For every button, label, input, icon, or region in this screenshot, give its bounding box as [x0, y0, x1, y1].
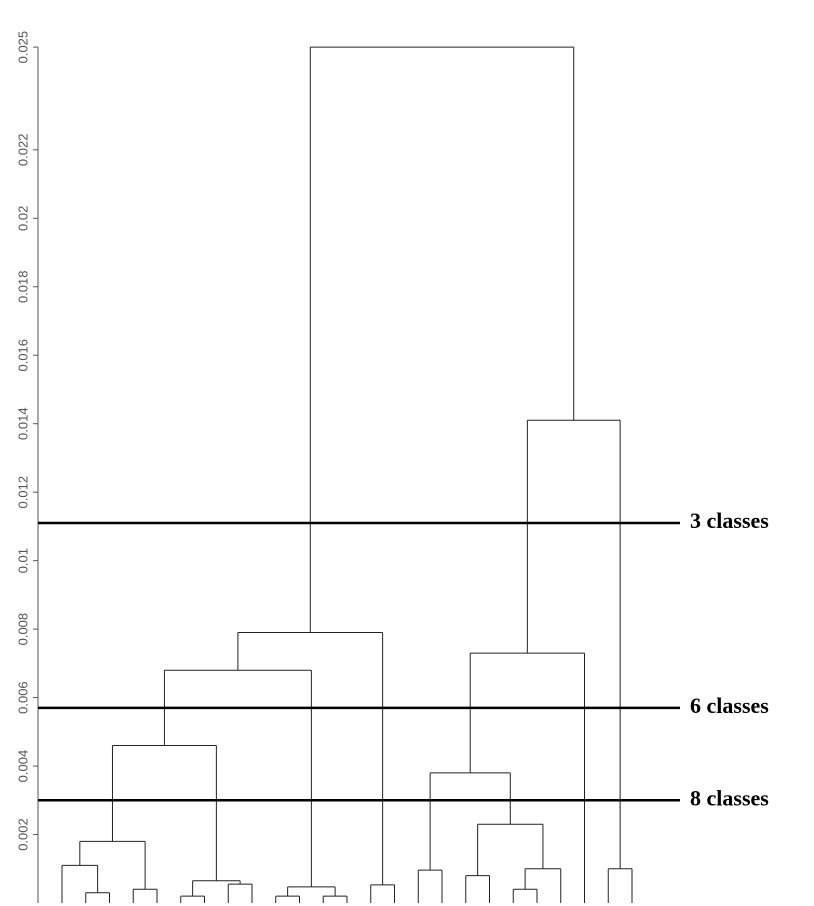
- y-tick-label: 0.006: [15, 681, 30, 714]
- y-tick-label: 0.004: [15, 750, 30, 783]
- y-tick-label: 0.012: [15, 476, 30, 509]
- y-tick-label: 0.025: [15, 31, 30, 64]
- y-tick-label: 0.022: [15, 134, 30, 167]
- y-tick-label: 0.018: [15, 270, 30, 303]
- y-tick-label: 0.008: [15, 613, 30, 646]
- cut-label: 3 classes: [690, 508, 769, 533]
- cut-label: 6 classes: [690, 693, 769, 718]
- cut-label: 8 classes: [690, 785, 769, 810]
- y-tick-label: 0.02: [15, 206, 30, 231]
- y-tick-label: 0.014: [15, 407, 30, 440]
- y-tick-label: 0.01: [15, 548, 30, 573]
- y-tick-label: 0.016: [15, 339, 30, 372]
- y-tick-label: 0.002: [15, 818, 30, 851]
